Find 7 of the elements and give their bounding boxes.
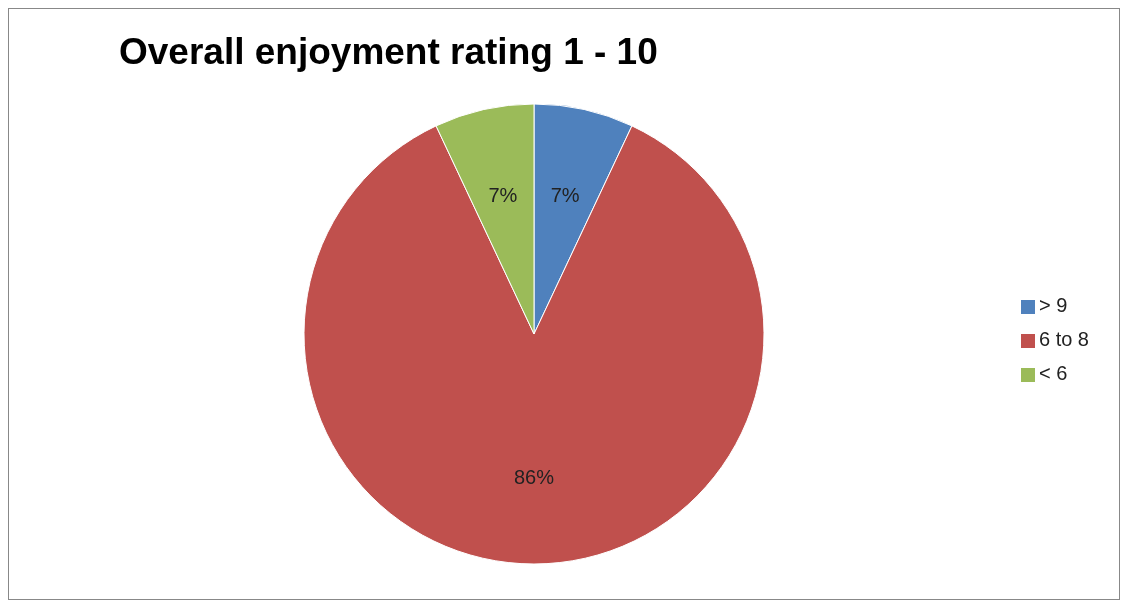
legend-label: 6 to 8 <box>1038 328 1089 350</box>
data-label: 86% <box>513 465 555 488</box>
legend-label: > 9 <box>1038 294 1068 316</box>
data-label: 7% <box>488 183 518 206</box>
chart-title: Overall enjoyment rating 1 - 10 <box>119 31 658 73</box>
legend-label: < 6 <box>1038 362 1068 384</box>
data-label: 7% <box>550 183 580 206</box>
